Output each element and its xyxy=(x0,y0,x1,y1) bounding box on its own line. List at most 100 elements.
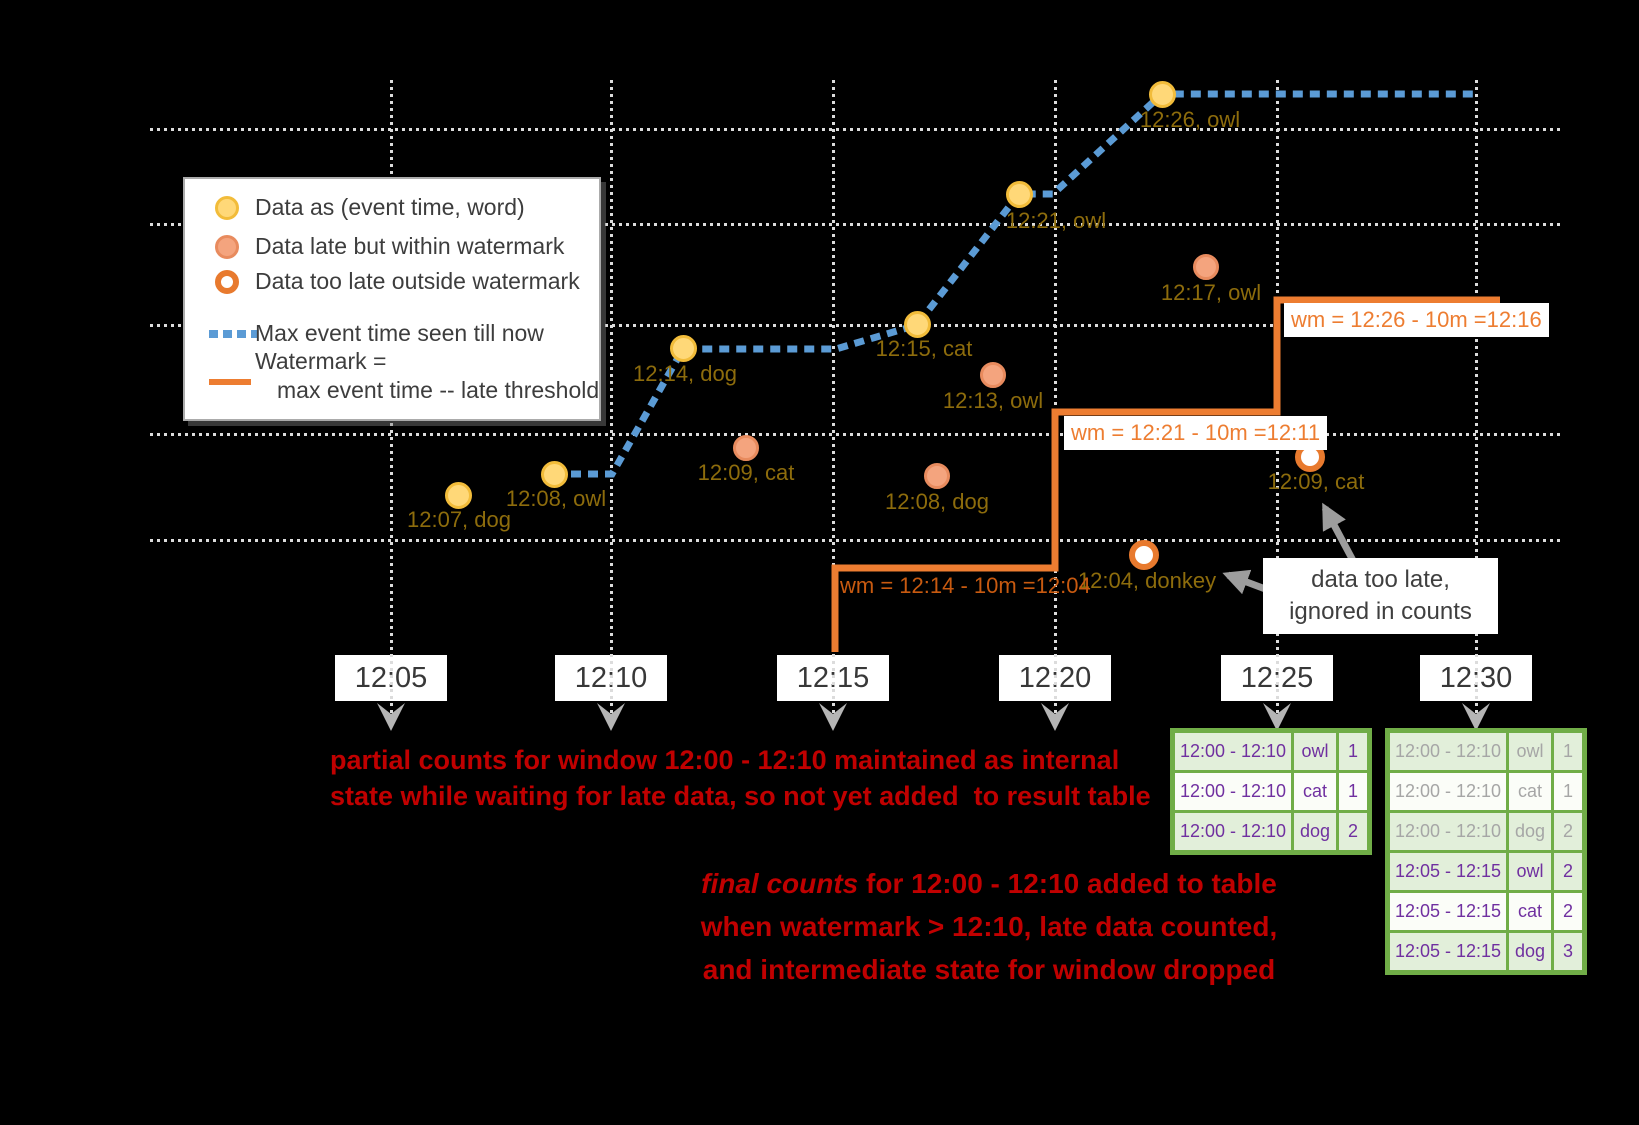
table-cell-count: 1 xyxy=(1336,770,1371,813)
data-point-label: 12:08, owl xyxy=(505,486,607,511)
axis-down-arrow-icon xyxy=(1263,703,1291,731)
legend-item-max-event: Max event time seen till now xyxy=(255,320,544,346)
too-late-callout-line2: ignored in counts xyxy=(1289,598,1472,625)
table-cell-word: cat xyxy=(1291,770,1339,813)
table-cell-window: 12:00 - 12:10 xyxy=(1386,770,1509,813)
axis-down-arrow-icon xyxy=(1041,703,1069,731)
table-cell-count: 2 xyxy=(1551,850,1586,893)
data-point-ontime xyxy=(670,335,697,362)
table-cell-count: 1 xyxy=(1551,729,1586,773)
axis-down-arrow-icon xyxy=(597,703,625,731)
legend-item-ontime: Data as (event time, word) xyxy=(255,194,525,220)
horizontal-gridline xyxy=(150,128,1562,131)
axis-down-arrow-icon xyxy=(377,703,405,731)
horizontal-gridline xyxy=(150,433,1562,436)
table-cell-word: owl xyxy=(1291,729,1339,773)
table-cell-word: dog xyxy=(1291,810,1339,854)
watermark-value-label: wm = 12:21 - 10m =12:11 xyxy=(1064,416,1328,450)
horizontal-gridline xyxy=(150,324,1278,327)
data-point-label: 12:04, donkey xyxy=(1077,568,1217,593)
table-row: 12:00 - 12:10 dog 2 xyxy=(1171,810,1371,854)
table-cell-word: dog xyxy=(1506,810,1554,853)
table-row: 12:00 - 12:10 dog 2 xyxy=(1386,810,1586,853)
legend-item-watermark-line2: max event time -- late threshold xyxy=(277,377,600,403)
vertical-gridline xyxy=(832,80,835,728)
table-cell-window: 12:00 - 12:10 xyxy=(1386,810,1509,853)
table-cell-window: 12:00 - 12:10 xyxy=(1171,810,1294,854)
too-late-callout-line1: data too late, xyxy=(1311,566,1450,593)
final-counts-note-line1: final counts for 12:00 - 12:10 added to … xyxy=(700,862,1278,905)
table-cell-word: cat xyxy=(1506,890,1554,933)
data-point-late xyxy=(1193,254,1219,280)
legend-ontime-dot-icon xyxy=(215,196,239,220)
table-cell-word: dog xyxy=(1506,930,1554,974)
data-point-label: 12:13, owl xyxy=(942,388,1044,413)
table-cell-count: 2 xyxy=(1551,890,1586,933)
legend-late-dot-icon xyxy=(215,235,239,259)
data-point-late xyxy=(733,435,759,461)
watermark-value-label: wm = 12:26 - 10m =12:16 xyxy=(1284,303,1549,337)
legend-toolate-ring-icon xyxy=(215,270,239,294)
vertical-gridline xyxy=(1054,80,1057,728)
table-cell-count: 3 xyxy=(1551,930,1586,974)
too-late-callout: data too late, ignored in counts xyxy=(1263,558,1498,634)
partial-counts-note-line2: state while waiting for late data, so no… xyxy=(330,781,1151,811)
table-cell-window: 12:05 - 12:15 xyxy=(1386,850,1509,893)
arrow-to-donkey-point xyxy=(1222,569,1270,595)
data-point-ontime xyxy=(1006,181,1033,208)
data-point-label: 12:09, cat xyxy=(1267,469,1365,494)
table-cell-word: cat xyxy=(1506,770,1554,813)
table-row: 12:05 - 12:15 dog 3 xyxy=(1386,930,1586,974)
table-row: 12:00 - 12:10 cat 1 xyxy=(1386,770,1586,813)
table-row: 12:05 - 12:15 owl 2 xyxy=(1386,850,1586,893)
final-counts-note: final counts for 12:00 - 12:10 added to … xyxy=(700,862,1278,991)
legend: Data as (event time, word) Data late but… xyxy=(183,177,601,421)
table-cell-window: 12:00 - 12:10 xyxy=(1171,770,1294,813)
data-point-label: 12:15, cat xyxy=(875,336,973,361)
legend-watermark-line-icon xyxy=(209,379,251,385)
table-row: 12:05 - 12:15 cat 2 xyxy=(1386,890,1586,933)
table-cell-window: 12:00 - 12:10 xyxy=(1386,729,1509,773)
data-point-label: 12:07, dog xyxy=(407,507,511,532)
data-point-late xyxy=(980,362,1006,388)
table-row: 12:00 - 12:10 owl 1 xyxy=(1171,729,1371,773)
data-point-ontime xyxy=(445,482,472,509)
table-row: 12:00 - 12:10 owl 1 xyxy=(1386,729,1586,773)
table-cell-count: 1 xyxy=(1551,770,1586,813)
data-point-late xyxy=(924,463,950,489)
partial-counts-note-line1: partial counts for window 12:00 - 12:10 … xyxy=(330,745,1120,775)
data-point-label: 12:09, cat xyxy=(697,460,795,485)
table-cell-word: owl xyxy=(1506,729,1554,773)
axis-down-arrow-icon xyxy=(1462,703,1490,731)
vertical-gridline xyxy=(610,80,613,728)
final-counts-note-line1-rest: for 12:00 - 12:10 added to table xyxy=(858,868,1277,899)
watermark-step-line xyxy=(831,296,1500,652)
table-cell-count: 2 xyxy=(1551,810,1586,853)
data-point-toolate xyxy=(1129,540,1159,570)
legend-item-toolate: Data too late outside watermark xyxy=(255,268,580,294)
watermark-value-label: wm = 12:14 - 10m =12:04 xyxy=(840,573,1091,598)
horizontal-gridline xyxy=(150,539,1562,542)
axis-down-arrow-icon xyxy=(819,703,847,731)
table-cell-window: 12:05 - 12:15 xyxy=(1386,890,1509,933)
table-row: 12:00 - 12:10 cat 1 xyxy=(1171,770,1371,813)
final-counts-note-line2: when watermark > 12:10, late data counte… xyxy=(700,911,1278,942)
horizontal-gridline xyxy=(150,223,1562,226)
table-cell-word: owl xyxy=(1506,850,1554,893)
vertical-gridline xyxy=(1475,80,1478,728)
final-counts-note-line3: and intermediate state for window droppe… xyxy=(702,954,1276,985)
data-point-label: 12:08, dog xyxy=(885,489,989,514)
table-cell-window: 12:05 - 12:15 xyxy=(1386,930,1509,974)
data-point-ontime xyxy=(1149,81,1176,108)
data-point-ontime xyxy=(904,311,931,338)
max-event-time-line xyxy=(554,90,1477,478)
partial-counts-note: partial counts for window 12:00 - 12:10 … xyxy=(330,742,1151,814)
result-table-1225: 12:00 - 12:10 owl 1 12:00 - 12:10 cat 1 12:00 … xyxy=(1170,728,1372,855)
final-counts-emphasis: final counts xyxy=(701,868,859,899)
table-cell-count: 2 xyxy=(1336,810,1371,854)
legend-item-late: Data late but within watermark xyxy=(255,233,565,259)
data-point-label: 12:14, dog xyxy=(633,361,737,386)
data-point-label: 12:21, owl xyxy=(1005,208,1107,233)
data-point-ontime xyxy=(541,461,568,488)
